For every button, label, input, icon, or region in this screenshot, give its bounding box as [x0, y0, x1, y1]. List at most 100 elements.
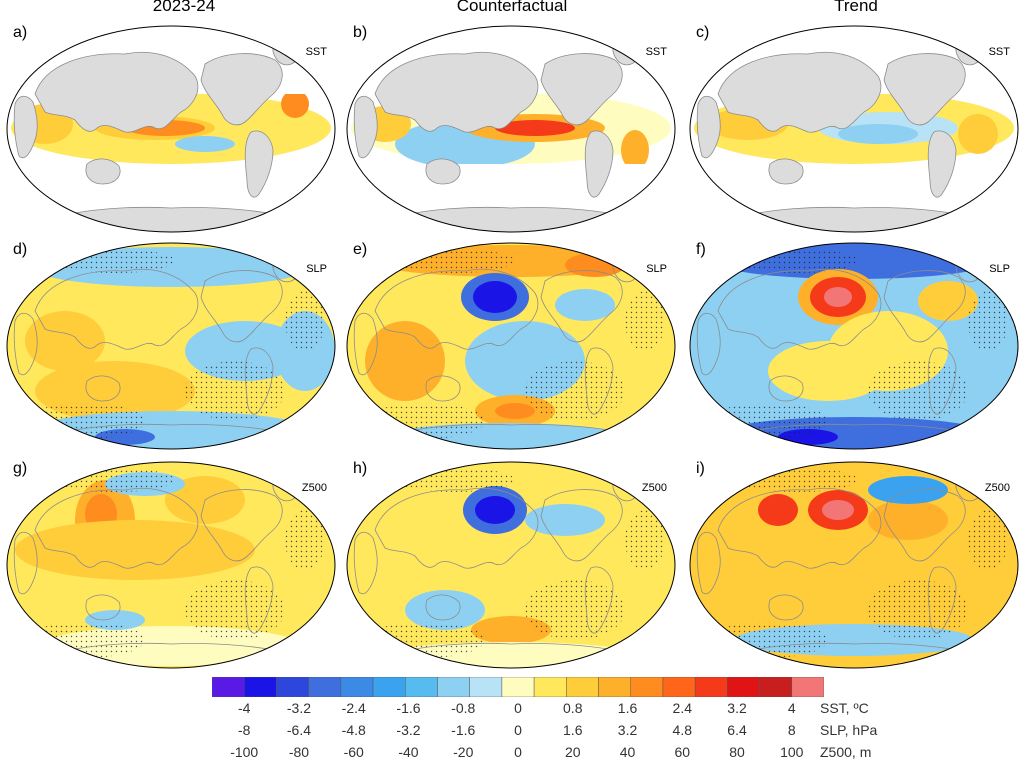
column-title-counterfactual: Counterfactual [456, 0, 568, 15]
panel-variable: Z500 [301, 482, 327, 494]
map-panel-i: i) Z500 [688, 460, 1020, 670]
sst-unit: SST, ºC [820, 700, 869, 716]
panel-variable: SST [305, 46, 327, 58]
colorbar-tick-label: 3.2 [617, 722, 638, 738]
colorbar-tick-label: -3.2 [396, 722, 421, 738]
contour-blob [473, 281, 517, 313]
contour-blob [868, 476, 948, 504]
contour-blob [958, 114, 998, 154]
panel-variable: SST [988, 46, 1010, 58]
panel-variable: SLP [989, 263, 1010, 275]
colorbar-swatch [598, 677, 631, 697]
map-panel-b: b) SST [345, 24, 677, 234]
colorbar-swatch [533, 677, 567, 697]
slp-unit: SLP, hPa [820, 722, 878, 738]
panel-label: e) [353, 241, 368, 258]
colorbar-tick-label: 100 [780, 744, 804, 760]
colorbar-tick-label: 0 [514, 744, 522, 760]
contour-blob [768, 341, 888, 401]
z500-unit: Z500, m [820, 744, 872, 760]
contour-blob [525, 504, 605, 536]
map-panel-h: h) Z500 [345, 460, 677, 670]
panel-label: g) [13, 460, 28, 477]
colorbar-tick-label: -80 [288, 744, 310, 760]
colorbar-tick-label: -0.8 [451, 700, 476, 716]
contour-blob [918, 281, 978, 321]
map-panel-a: a) SST [5, 24, 337, 234]
z500-ticks: -100 -80 -60 -40 -20 0 20 40 60 80 100 [212, 744, 824, 762]
column-title-trend: Trend [834, 0, 878, 15]
contour-blob [281, 94, 309, 118]
panel-variable: SLP [306, 263, 327, 275]
colorbar-tick-label: 4.8 [672, 722, 692, 738]
colorbar-tick-label: 8 [787, 722, 796, 738]
colorbar-tick-label: 20 [564, 744, 581, 760]
contour-blob [822, 500, 854, 520]
colorbar-tick-label: -8 [237, 722, 251, 738]
sst-ticks: -4 -3.2 -2.4 -1.6 -0.8 0 0.8 1.6 2.4 3.2 4 [212, 700, 824, 718]
map-panel-d: d) SLP [5, 241, 337, 451]
panel-label: f) [696, 241, 706, 258]
colorbar-tick-label: 0 [514, 722, 522, 738]
contour-blob [495, 403, 535, 419]
colorbar-tick-label: 60 [674, 744, 691, 760]
colorbar-swatch [276, 677, 309, 697]
colorbar-tick-label: 2.4 [672, 700, 692, 716]
colorbar-tick-label: -20 [453, 744, 474, 760]
colorbar-swatch [308, 677, 342, 697]
colorbar-swatch [405, 677, 438, 697]
panel-label: h) [353, 460, 368, 477]
colorbar-tick-label: 1.6 [617, 700, 638, 716]
colorbar-tick-label: 40 [619, 744, 636, 760]
contour-blob [495, 120, 575, 136]
colorbar-swatch [630, 677, 664, 697]
colorbar-swatch [566, 677, 599, 697]
colorbar-tick-label: -100 [230, 744, 259, 760]
column-title-2023-24: 2023-24 [152, 0, 216, 15]
contour-blob [868, 500, 948, 540]
colorbar-swatch [243, 677, 277, 697]
colorbar-swatch [662, 677, 696, 697]
colorbar-tick-label: 0 [514, 700, 522, 716]
colorbar-tick-label: 6.4 [727, 722, 747, 738]
colorbar-tick-label: -2.4 [341, 700, 366, 716]
colorbar-tick-label: -3.2 [286, 700, 312, 716]
map-panel-f: f) SLP [688, 241, 1020, 451]
colorbar-tick-label: -1.6 [396, 700, 421, 716]
contour-blob [475, 496, 515, 524]
contour-blob [565, 253, 625, 277]
panel-variable: SLP [646, 263, 667, 275]
colorbar-tick-label: 4 [787, 700, 796, 716]
colorbar-tick-label: -6.4 [286, 722, 312, 738]
colorbar-tick-label: -40 [398, 744, 419, 760]
colorbar [212, 677, 824, 697]
colorbar-tick-label: -1.6 [451, 722, 476, 738]
panel-label: i) [696, 460, 705, 477]
panel-label: b) [353, 24, 368, 41]
colorbar-swatch [340, 677, 374, 697]
map-panel-e: e) SLP [345, 241, 677, 451]
colorbar-swatch [437, 677, 470, 697]
slp-ticks: -8 -6.4 -4.8 -3.2 -1.6 0 1.6 3.2 4.8 6.4 8 [212, 722, 824, 740]
colorbar-swatch [212, 677, 245, 697]
contour-blob [758, 494, 798, 526]
contour-blob [824, 287, 852, 307]
map-panel-c: c) SST [688, 24, 1020, 234]
colorbar-swatch [727, 677, 760, 697]
colorbar-swatch [759, 677, 793, 697]
panel-variable: SST [645, 46, 667, 58]
panel-label: c) [696, 24, 710, 41]
colorbar-swatch [372, 677, 406, 697]
colorbar-tick-label: 1.6 [563, 722, 583, 738]
contour-blob [838, 124, 918, 144]
map-panel-g: g) Z500 [5, 460, 337, 670]
panel-label: a) [13, 24, 28, 41]
panel-variable: Z500 [641, 482, 667, 494]
colorbar-tick-label: 3.2 [727, 700, 747, 716]
colorbar-tick-label: -4.8 [341, 722, 366, 738]
contour-blob [365, 321, 445, 401]
colorbar-swatch [791, 677, 824, 697]
colorbar-swatch [469, 677, 503, 697]
panel-variable: Z500 [984, 482, 1010, 494]
colorbar-swatch [501, 677, 535, 697]
